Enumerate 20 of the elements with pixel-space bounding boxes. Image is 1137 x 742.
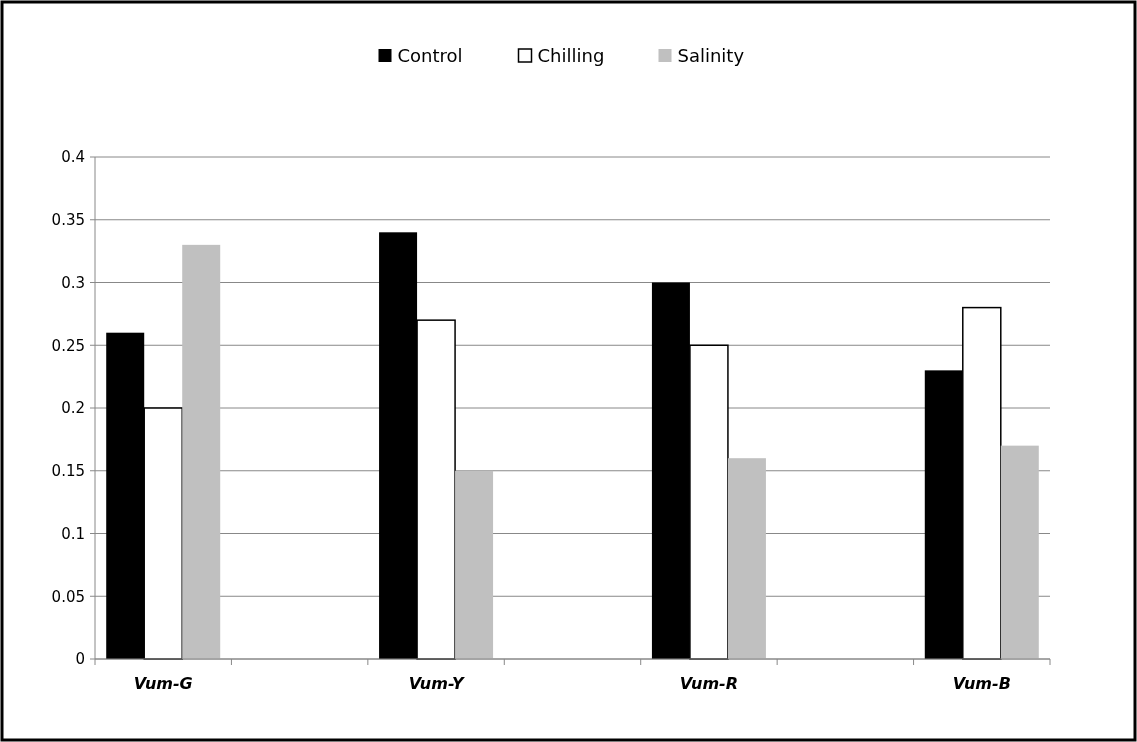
- x-tick-label: Vum-R: [679, 674, 739, 693]
- legend-label: Chilling: [537, 45, 605, 67]
- bar: [182, 244, 221, 659]
- legend-label: Salinity: [677, 45, 745, 67]
- x-tick-label: Vum-Y: [408, 674, 465, 693]
- legend-label: Control: [397, 45, 463, 67]
- y-tick-label: 0: [75, 650, 85, 669]
- y-tick-label: 0.15: [51, 462, 85, 480]
- y-tick-label: 0.4: [61, 148, 85, 167]
- y-tick-label: 0.25: [51, 336, 85, 355]
- bar: [727, 458, 766, 659]
- y-tick-label: 0.35: [51, 211, 85, 229]
- bar: [455, 470, 494, 659]
- y-tick-label: 0.3: [61, 273, 85, 292]
- bar: [1000, 445, 1039, 659]
- y-tick-label: 0.05: [51, 587, 85, 606]
- x-tick-label: Vum-G: [133, 674, 193, 693]
- y-tick-label: 0.2: [61, 399, 85, 418]
- x-tick-label: Vum-B: [952, 674, 1011, 693]
- y-tick-label: 0.1: [61, 524, 85, 543]
